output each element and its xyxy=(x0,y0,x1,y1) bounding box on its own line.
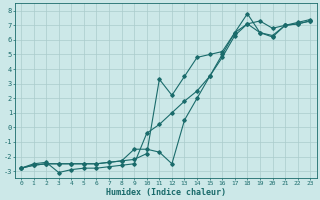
X-axis label: Humidex (Indice chaleur): Humidex (Indice chaleur) xyxy=(106,188,226,197)
